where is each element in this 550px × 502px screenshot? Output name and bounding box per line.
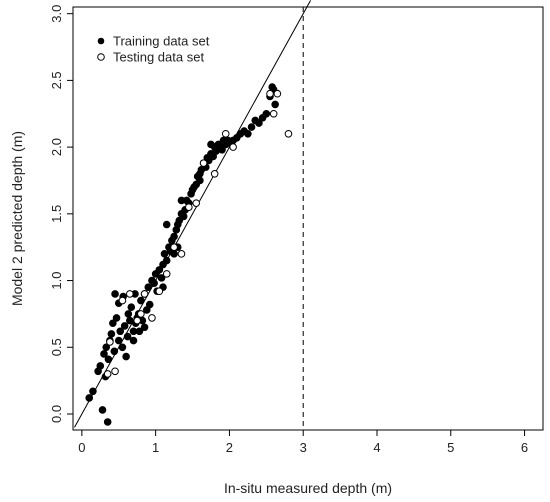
training-point-95 <box>162 220 171 229</box>
y-tick-label-4: 2.0 <box>49 138 64 156</box>
training-point-21 <box>122 352 130 361</box>
y-tick-label-2: 1.0 <box>49 272 64 290</box>
training-point-96 <box>170 250 178 258</box>
training-point-8 <box>103 418 112 426</box>
training-point-7 <box>102 343 111 352</box>
testing-point-10 <box>162 270 171 278</box>
testing-point-8 <box>148 314 156 322</box>
training-point-5 <box>100 350 108 358</box>
legend-testing-marker <box>97 53 105 61</box>
training-point-90 <box>262 109 271 118</box>
training-point-97 <box>177 196 186 205</box>
x-tick-label-5: 5 <box>447 440 454 455</box>
testing-point-18 <box>229 143 237 151</box>
x-tick-label-2: 2 <box>226 440 233 455</box>
training-point-13 <box>110 347 119 356</box>
training-point-22 <box>123 332 132 341</box>
testing-point-20 <box>269 109 278 118</box>
training-point-94 <box>271 100 279 109</box>
training-point-98 <box>196 176 204 185</box>
training-point-17 <box>116 327 125 336</box>
legend-training-label: Training data set <box>113 34 210 49</box>
testing-point-3 <box>118 296 127 305</box>
training-point-11 <box>107 330 116 338</box>
y-axis-title: Model 2 predicted depth (m) <box>9 131 25 306</box>
training-point-25 <box>127 303 136 312</box>
y-tick-label-0: 0.0 <box>49 405 64 423</box>
training-point-31 <box>135 327 144 336</box>
testing-point-19 <box>266 89 274 98</box>
testing-point-17 <box>221 129 230 138</box>
training-point-88 <box>255 119 263 127</box>
testing-point-22 <box>284 129 293 138</box>
training-point-1 <box>89 387 97 396</box>
training-point-39 <box>150 279 158 288</box>
training-point-4 <box>98 406 107 414</box>
training-point-18 <box>118 343 127 352</box>
training-point-55 <box>179 212 188 221</box>
training-point-85 <box>244 129 252 138</box>
legend-testing-label: Testing data set <box>113 50 204 65</box>
training-point-36 <box>144 283 153 292</box>
testing-point-0 <box>103 370 112 378</box>
training-point-12 <box>109 319 117 328</box>
testing-point-13 <box>185 203 193 211</box>
training-point-99 <box>207 140 215 149</box>
training-point-37 <box>145 300 154 309</box>
x-tick-label-6: 6 <box>521 440 528 455</box>
testing-point-16 <box>210 169 219 178</box>
legend: Training data set Testing data set <box>97 34 210 65</box>
plot-area-frame <box>72 6 544 431</box>
training-point-23 <box>124 310 133 318</box>
testing-point-12 <box>177 250 186 258</box>
testing-point-14 <box>192 199 201 207</box>
x-tick-label-1: 1 <box>152 440 159 455</box>
y-tick-label-5: 2.5 <box>49 71 64 89</box>
testing-point-7 <box>140 290 149 298</box>
identity-line <box>74 0 312 428</box>
training-point-15 <box>112 314 121 322</box>
testing-point-6 <box>137 310 145 318</box>
testing-point-15 <box>199 159 208 167</box>
testing-point-9 <box>155 287 164 296</box>
testing-point-4 <box>126 290 134 298</box>
training-point-50 <box>170 232 178 241</box>
training-point-0 <box>85 394 94 402</box>
training-point-46 <box>162 256 171 265</box>
testing-point-1 <box>106 338 114 346</box>
y-tick-label-1: 0.5 <box>49 338 64 356</box>
training-point-76 <box>218 145 226 154</box>
training-point-43 <box>157 274 166 282</box>
training-point-3 <box>96 362 105 370</box>
x-tick-label-3: 3 <box>300 440 307 455</box>
y-tick-label-3: 1.5 <box>49 205 64 223</box>
training-point-32 <box>137 296 145 305</box>
x-axis-title: In-situ measured depth (m) <box>224 480 392 496</box>
x-tick-label-4: 4 <box>373 440 380 455</box>
y-tick-label-6: 3.0 <box>49 5 64 23</box>
training-point-14 <box>111 290 119 298</box>
training-point-9 <box>104 355 113 364</box>
x-tick-label-0: 0 <box>78 440 85 455</box>
testing-point-2 <box>111 367 119 376</box>
training-point-20 <box>120 322 129 330</box>
testing-point-11 <box>170 243 178 251</box>
training-point-86 <box>247 123 256 131</box>
training-point-101 <box>129 336 138 345</box>
training-point-100 <box>140 323 149 332</box>
testing-point-5 <box>133 316 141 325</box>
training-point-16 <box>114 336 123 345</box>
legend-training-marker <box>97 37 105 45</box>
testing-point-21 <box>273 89 282 98</box>
training-point-42 <box>155 266 164 274</box>
